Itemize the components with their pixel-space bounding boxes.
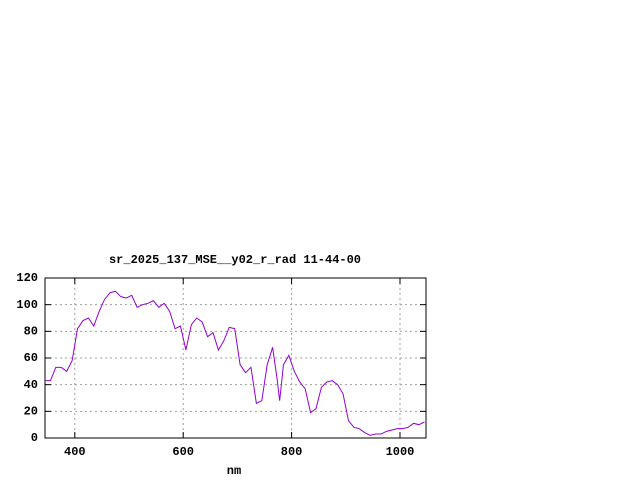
- plot-frame: [44, 277, 427, 439]
- chart-title: sr_2025_137_MSE__y02_r_rad 11-44-00: [109, 253, 361, 267]
- x-tick-label: 800: [281, 445, 303, 459]
- y-tick-label: 80: [24, 325, 38, 339]
- y-tick-label: 20: [24, 405, 38, 419]
- x-axis-label: nm: [227, 464, 241, 478]
- x-tick-label: 1000: [386, 445, 415, 459]
- y-tick-label: 120: [16, 271, 38, 285]
- y-tick-label: 100: [16, 298, 38, 312]
- x-tick-label: 400: [64, 445, 86, 459]
- y-tick-label: 0: [31, 431, 38, 445]
- x-tick-label: 600: [172, 445, 194, 459]
- y-tick-label: 40: [24, 378, 38, 392]
- data-line: [45, 290, 425, 436]
- y-tick-label: 60: [24, 351, 38, 365]
